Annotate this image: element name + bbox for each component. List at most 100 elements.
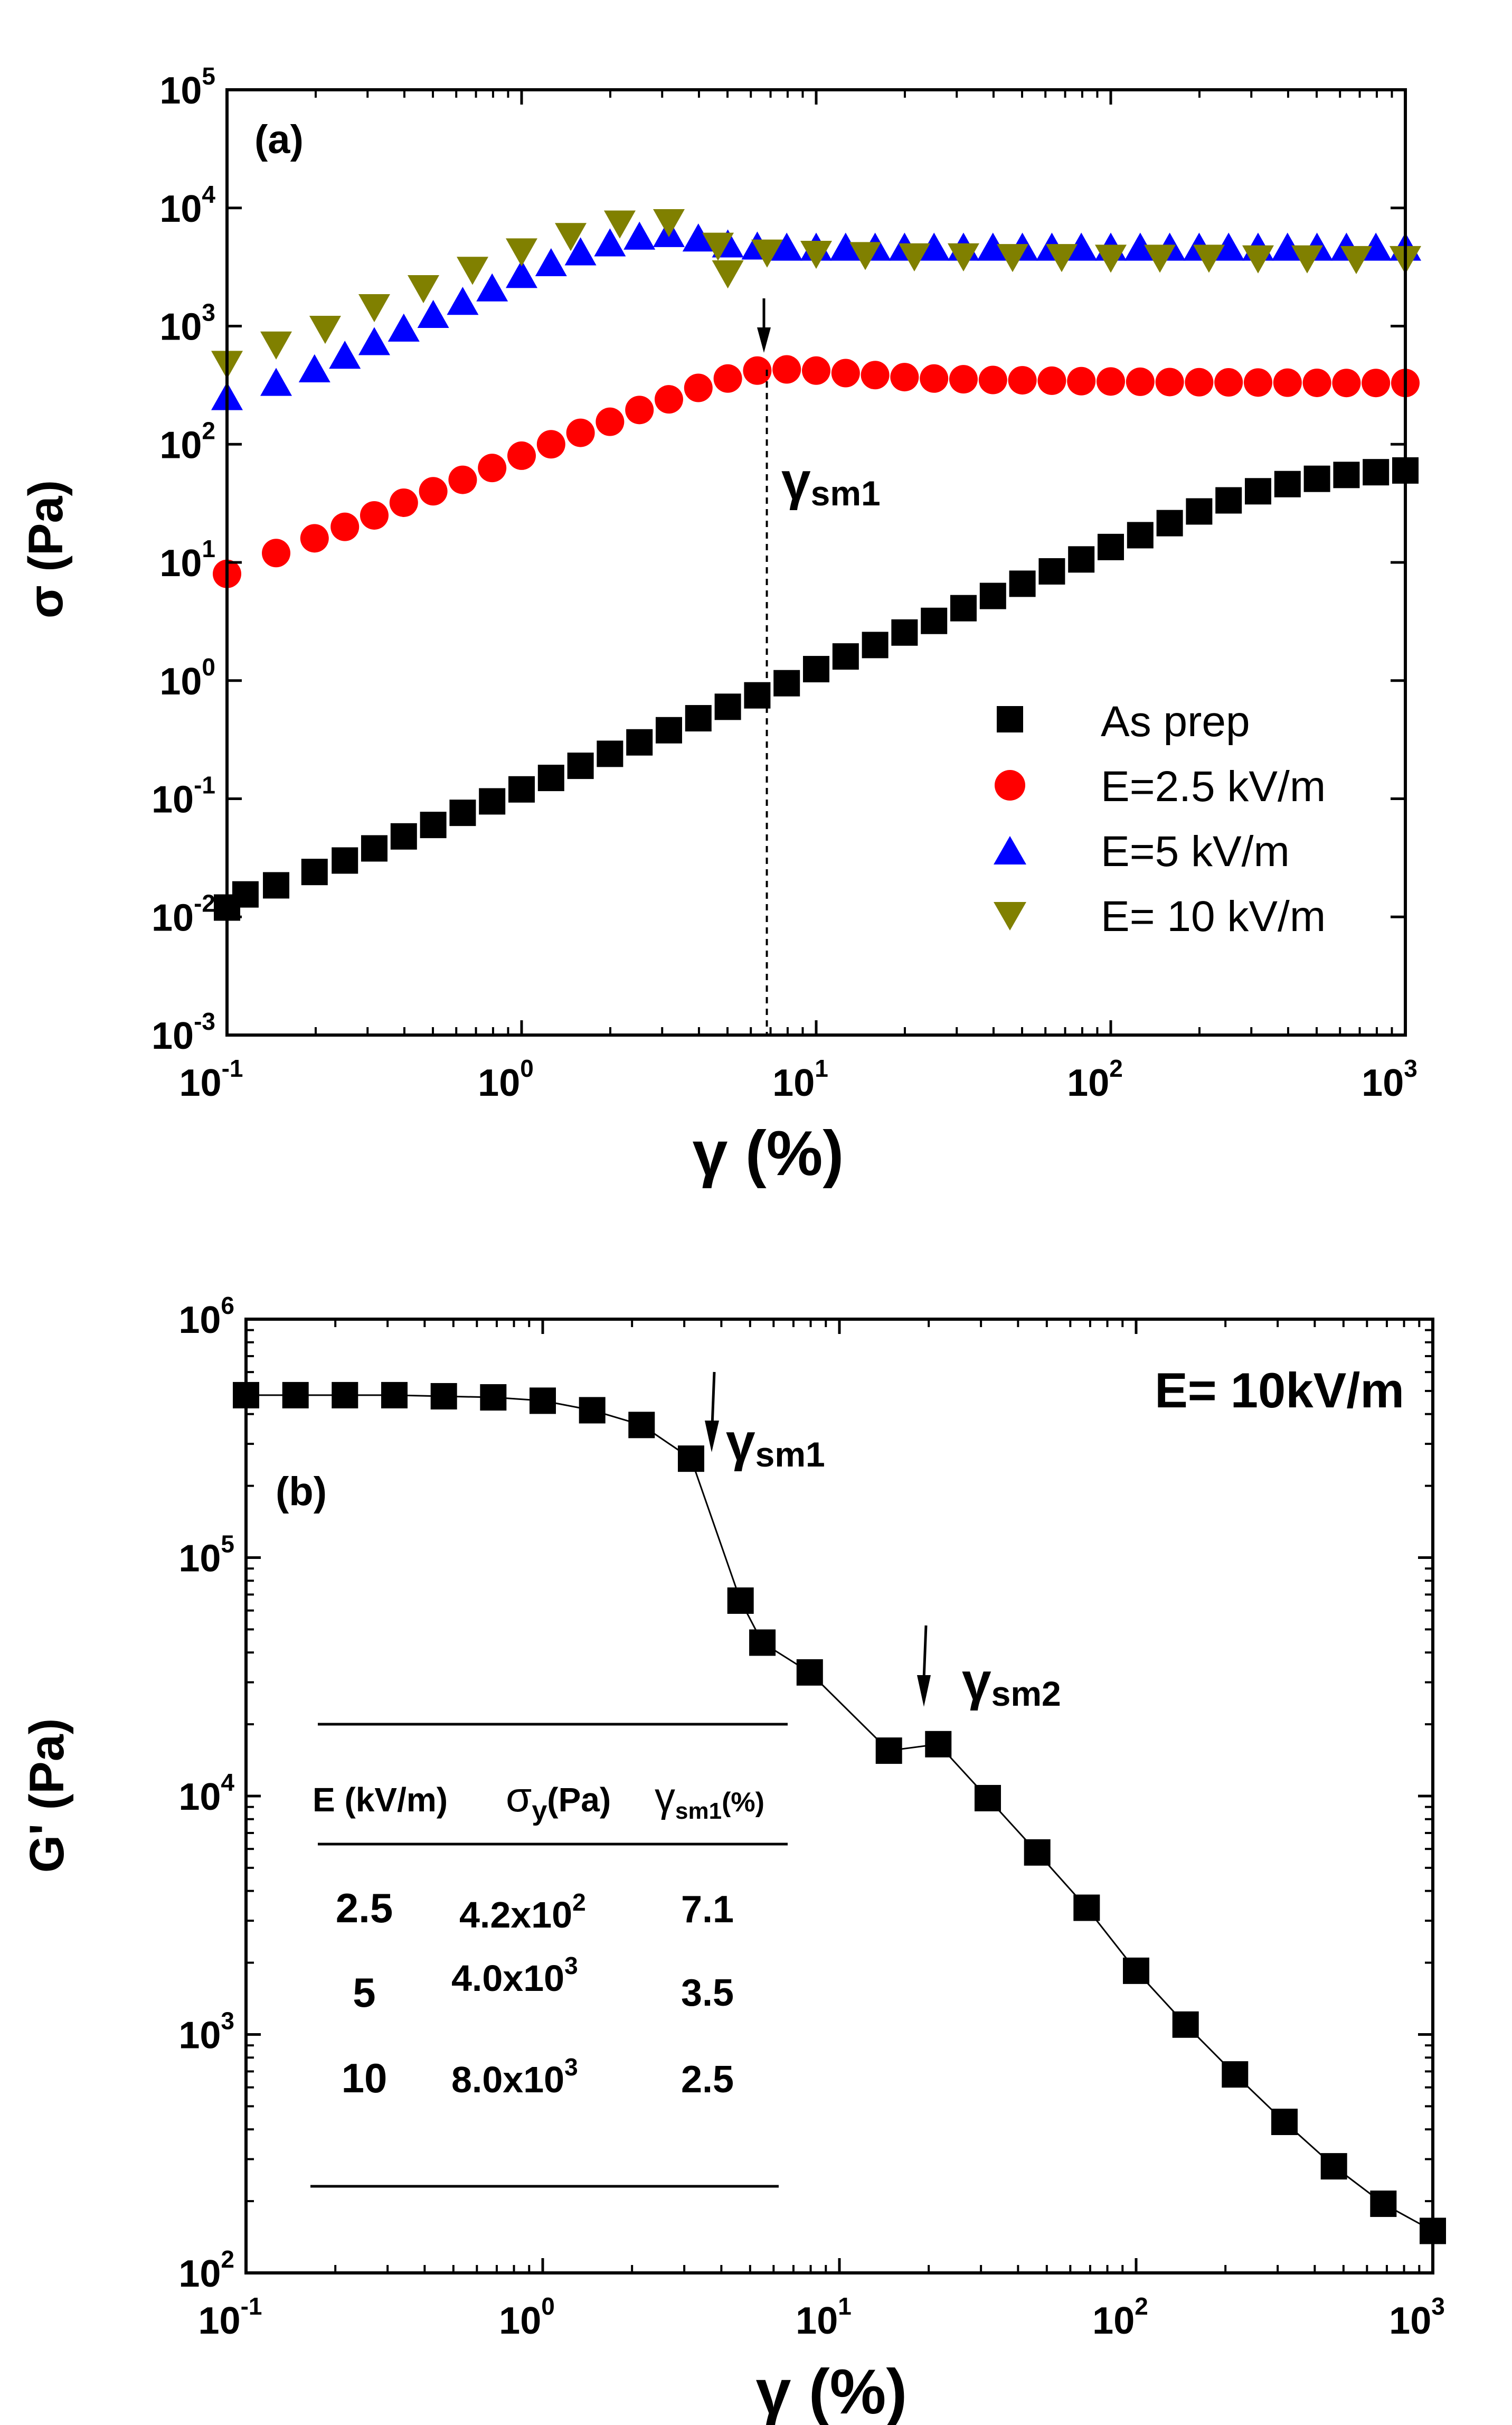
series-e-10-kv-m [211,209,1421,379]
data-point [564,237,597,266]
data-point [773,670,800,697]
data-point [653,209,685,238]
y-tick-label: 105 [178,1530,234,1580]
legend-item-as-prep: As prep [997,698,1250,746]
data-point [506,260,537,288]
inset-cell-e: 10 [342,2055,388,2101]
data-point [508,776,535,803]
data-point [743,356,772,385]
data-point [566,418,595,447]
data-point [1271,232,1303,261]
data-point [1124,232,1156,261]
data-point [1320,2153,1347,2180]
y-tick-label: 101 [159,535,215,585]
inset-cell-gamma: 3.5 [681,1972,734,2014]
data-point [300,524,329,553]
data-point [655,717,682,744]
data-point [263,872,290,899]
data-point [298,354,330,382]
data-point [949,365,978,394]
inset-table-row: 2.5 4.2x102 7.1 [336,1885,734,1935]
x-tick-label: 103 [1362,1055,1418,1104]
data-point [918,232,950,261]
data-point [596,407,625,436]
legend-marker-triangle-down [994,902,1026,930]
data-point [921,607,948,634]
data-point [390,823,417,850]
data-point [430,1383,457,1409]
data-point [891,619,918,646]
legend-label-as-prep: As prep [1101,698,1250,746]
data-point [537,765,564,792]
legend-label-e-10: E= 10 kV/m [1101,892,1326,941]
data-point [626,729,653,756]
series-as-prep [214,457,1419,921]
y-tick-label: 104 [159,181,215,230]
data-point [332,847,358,874]
data-point [829,232,862,261]
panel-a-data-marks [211,209,1421,921]
data-point [388,313,420,342]
data-point [1024,1839,1051,1866]
x-tick-label: 101 [796,2292,852,2342]
legend-marker-circle [995,770,1025,801]
data-point [796,1659,823,1686]
legend-item-e-2-5: E=2.5 kV/m [995,763,1326,811]
data-point [1155,368,1184,397]
data-point [831,359,860,388]
data-point [1172,2011,1199,2038]
data-point [1186,498,1213,525]
panel-b-label: (b) [276,1469,327,1514]
inset-cell-sigma: 4.2x102 [459,1888,586,1935]
data-point [361,835,388,862]
y-tick-label: 100 [159,653,215,703]
data-point [1098,533,1124,560]
data-point [1008,366,1037,395]
panel-b-x-axis-label: γ (%) [756,2356,908,2425]
data-point [713,364,742,393]
x-tick-label: 10-1 [179,1055,243,1104]
data-point [950,595,977,622]
panel-b-y-axis-label: G' (Pa) [20,1718,74,1873]
data-point [535,248,567,277]
panel-a-plot-area [211,209,1421,921]
data-point [476,273,508,302]
data-point [1038,558,1065,585]
data-point [597,740,623,767]
data-point [536,430,565,459]
data-point [685,705,712,732]
panel-b-annotation-2-label: γsm2 [962,1652,1061,1713]
data-point [977,232,1009,261]
data-point [260,368,292,396]
panel-a-ticks [225,88,1407,1037]
data-point [771,232,803,261]
x-tick-label: 103 [1389,2292,1445,2342]
data-point [1332,369,1361,398]
data-point [625,396,654,425]
data-point [1222,2061,1249,2088]
data-point [1156,510,1183,537]
data-point [479,788,506,815]
panel-b-annotation-1-arrow-shaft [711,1371,716,1426]
data-point [1273,368,1302,397]
data-point [506,238,537,267]
data-point [389,488,418,517]
data-point [530,1387,556,1414]
data-point [1242,245,1274,274]
data-point [1009,570,1036,597]
data-point [974,1784,1001,1811]
y-tick-label: 10-2 [152,889,215,939]
data-point [800,240,832,269]
data-point [749,1629,776,1656]
panel-b-annotation-1-label: γsm1 [726,1413,825,1474]
y-tick-label: 10-1 [152,772,215,821]
data-point [1126,367,1155,396]
inset-table-header-sigma: σy(Pa) [506,1773,611,1826]
inset-cell-e: 2.5 [336,1885,393,1931]
data-point [712,260,744,289]
y-tick-label: 105 [159,62,215,112]
panel-a-y-axis-label: σ (Pa) [19,480,73,618]
data-point [1333,462,1360,488]
panel-b-x-tick-labels: 10-1 100 101 102 103 [199,2292,1445,2342]
panel-a-annotation-arrow-head [757,327,771,353]
